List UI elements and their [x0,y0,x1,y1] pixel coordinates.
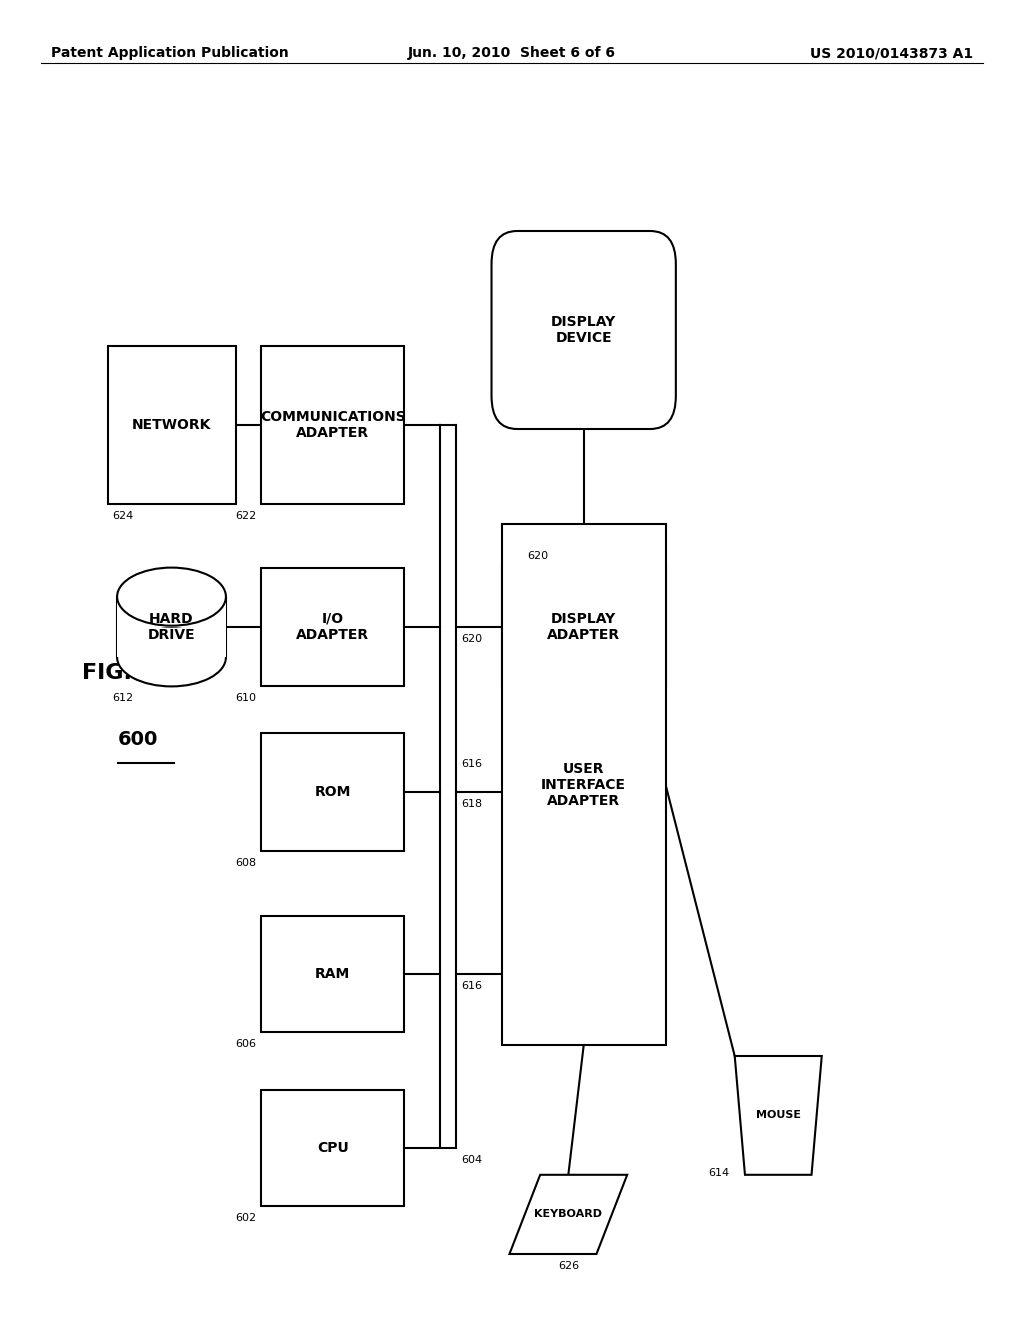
Text: 622: 622 [234,511,256,521]
FancyBboxPatch shape [261,568,404,686]
Text: KEYBOARD: KEYBOARD [535,1209,602,1220]
Text: 602: 602 [234,1213,256,1224]
FancyBboxPatch shape [261,733,404,851]
FancyBboxPatch shape [108,346,236,504]
Bar [117,597,226,657]
Text: 626: 626 [558,1261,579,1271]
Text: 610: 610 [234,693,256,704]
FancyBboxPatch shape [502,568,666,686]
Text: 606: 606 [234,1039,256,1049]
Text: US 2010/0143873 A1: US 2010/0143873 A1 [810,46,973,61]
Text: RAM: RAM [315,968,350,981]
Text: Jun. 10, 2010  Sheet 6 of 6: Jun. 10, 2010 Sheet 6 of 6 [408,46,616,61]
Text: 600: 600 [118,730,158,748]
FancyBboxPatch shape [502,524,666,1045]
FancyBboxPatch shape [261,916,404,1032]
Text: I/O
ADAPTER: I/O ADAPTER [296,612,370,642]
FancyBboxPatch shape [261,346,404,504]
Text: COMMUNICATIONS
ADAPTER: COMMUNICATIONS ADAPTER [260,411,406,440]
Text: 616: 616 [461,759,482,768]
Text: DISPLAY
DEVICE: DISPLAY DEVICE [551,315,616,345]
FancyBboxPatch shape [261,1090,404,1206]
Text: CPU: CPU [316,1142,349,1155]
Text: ROM: ROM [314,785,351,799]
Text: HARD
DRIVE: HARD DRIVE [147,612,196,642]
Polygon shape [735,1056,821,1175]
FancyBboxPatch shape [492,231,676,429]
Polygon shape [510,1175,627,1254]
Bar [117,628,226,657]
Text: 604: 604 [461,1155,482,1166]
Text: 608: 608 [234,858,256,869]
Ellipse shape [117,628,226,686]
Text: 618: 618 [461,799,482,809]
Text: 624: 624 [113,511,134,521]
Text: NETWORK: NETWORK [132,418,211,432]
Text: USER
INTERFACE
ADAPTER: USER INTERFACE ADAPTER [541,762,627,808]
Text: DISPLAY
ADAPTER: DISPLAY ADAPTER [547,612,621,642]
Text: MOUSE: MOUSE [756,1110,801,1121]
Ellipse shape [117,568,226,626]
Text: 616: 616 [461,981,482,991]
Text: FIG. 6: FIG. 6 [82,663,155,684]
Text: 620: 620 [527,550,549,561]
Text: 620: 620 [461,634,482,644]
Text: 614: 614 [709,1168,729,1179]
Text: 612: 612 [113,693,134,704]
Text: Patent Application Publication: Patent Application Publication [51,46,289,61]
